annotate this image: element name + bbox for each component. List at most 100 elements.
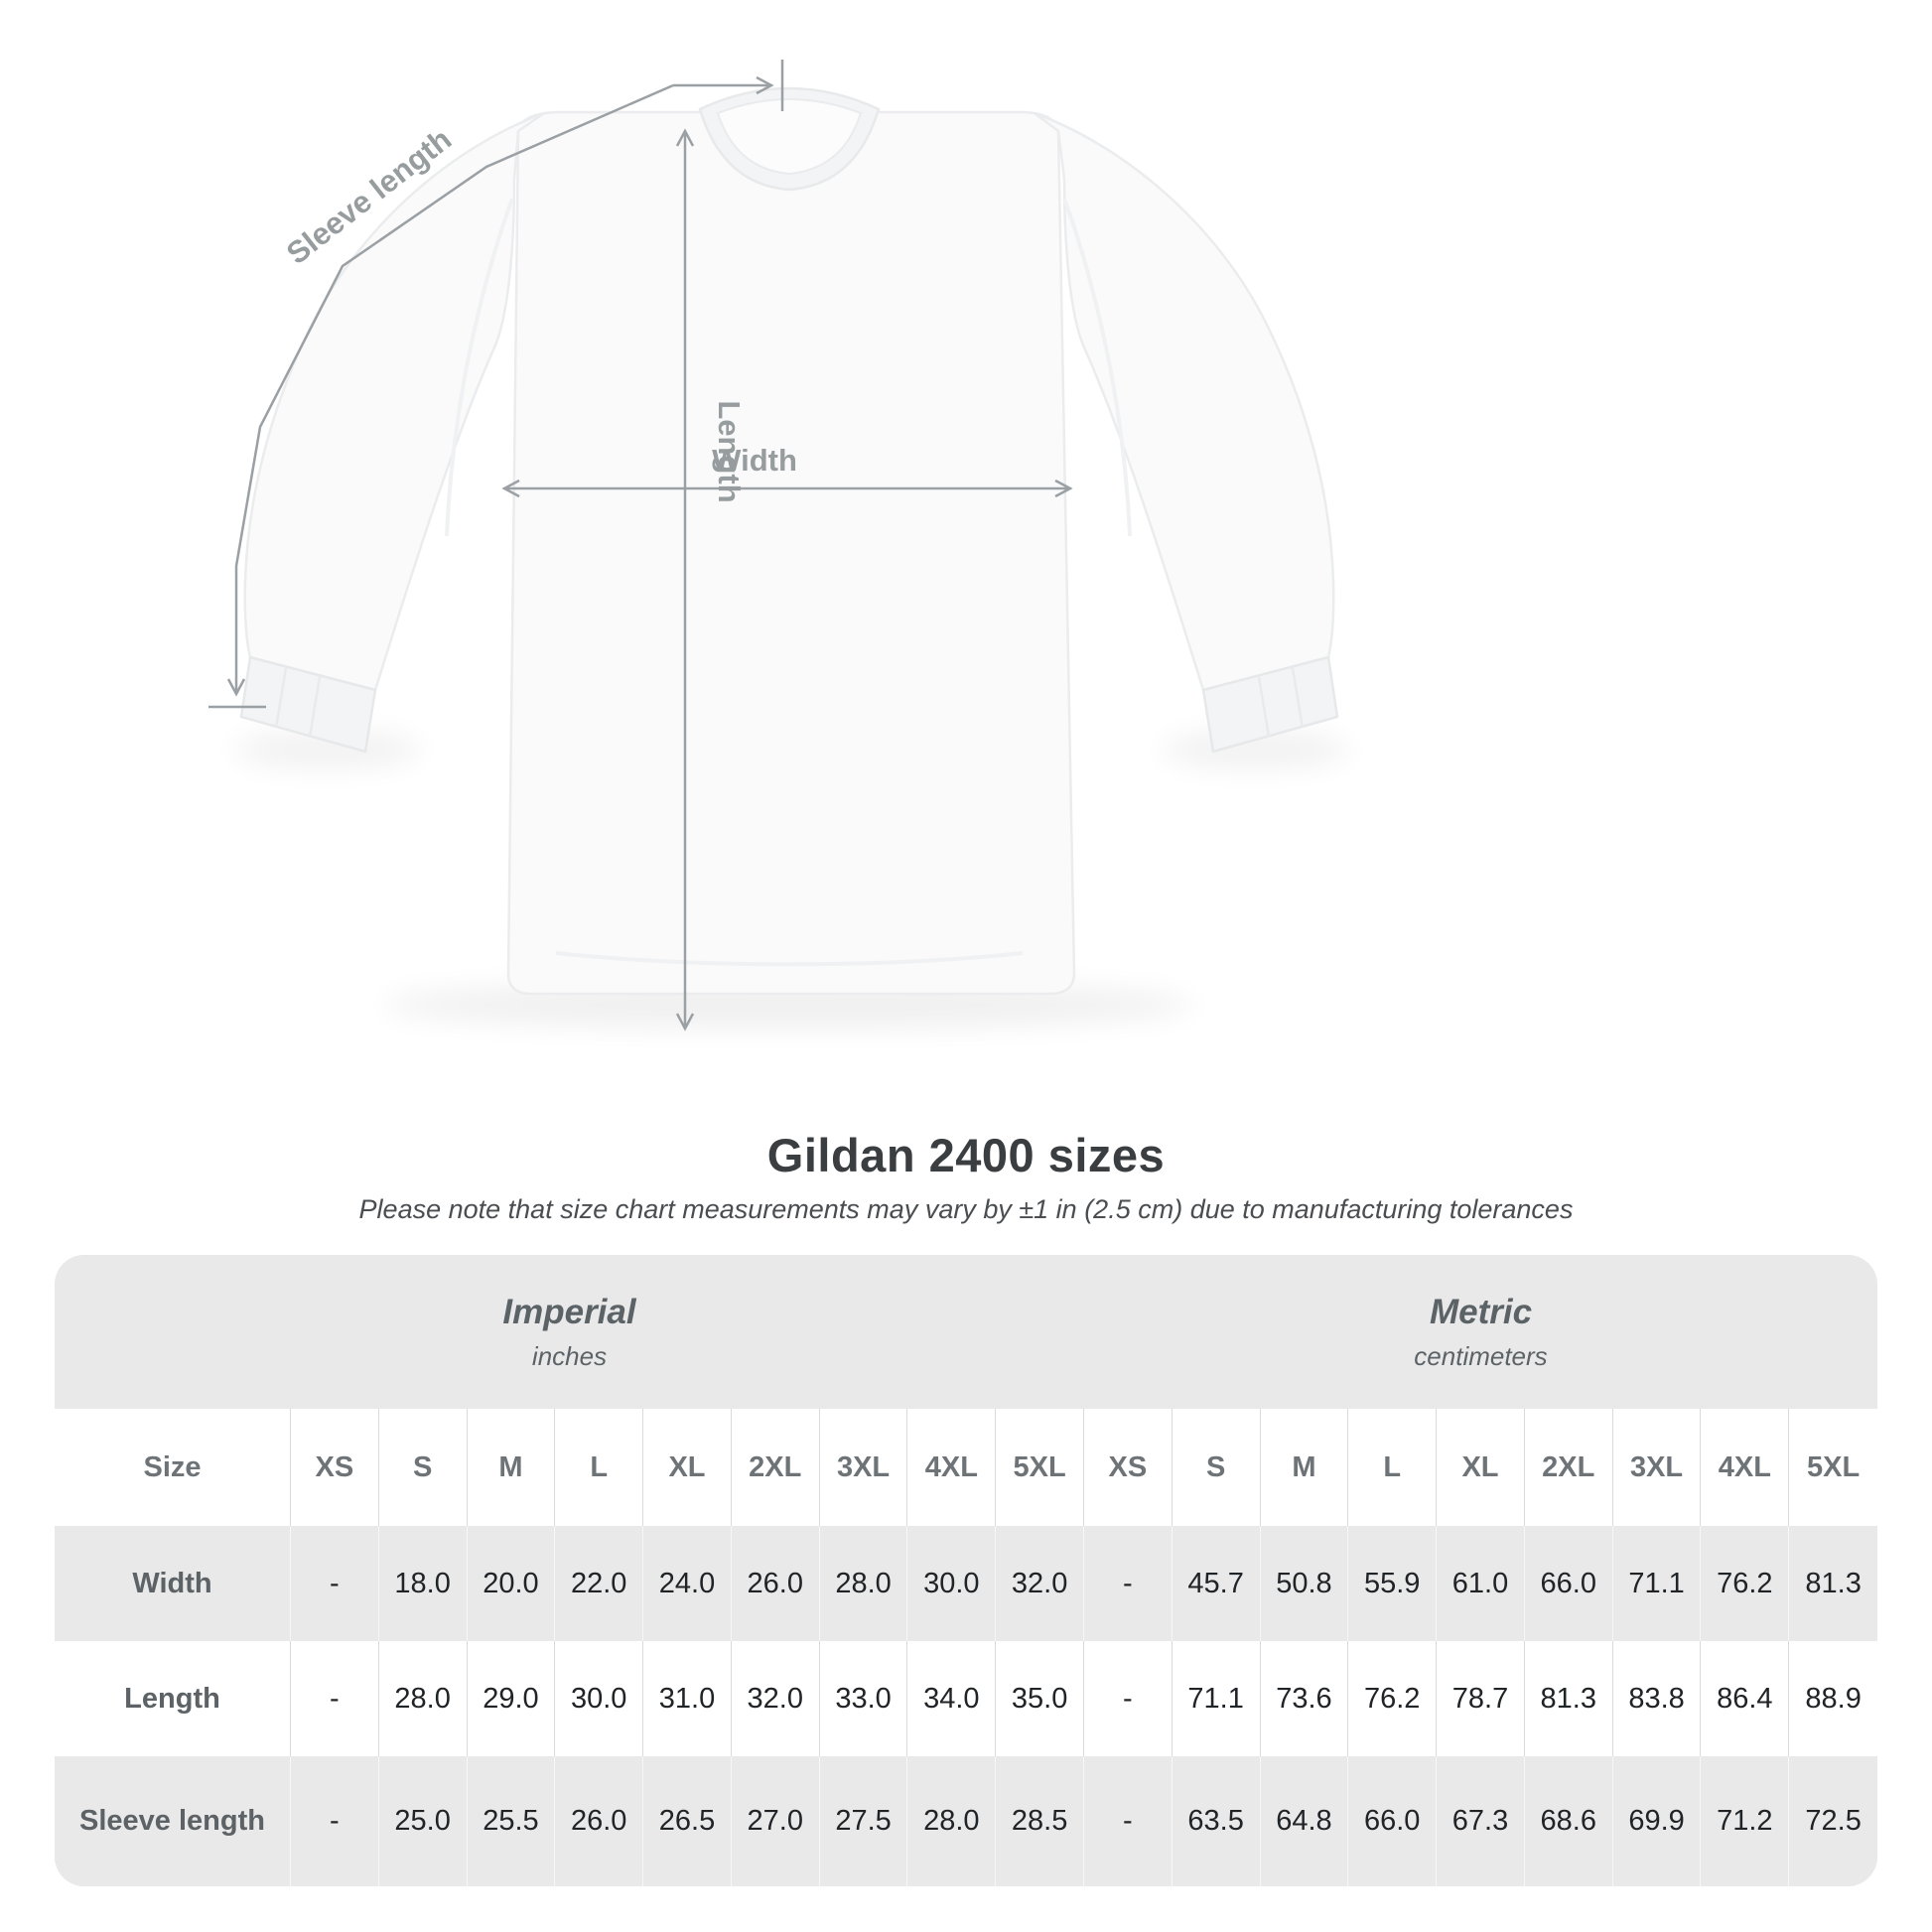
width-label: Width [712,443,797,478]
column-header-imperial-m: M [468,1409,556,1526]
table-cell: 24.0 [643,1526,732,1641]
column-header-metric-s: S [1173,1409,1261,1526]
table-cell: 29.0 [468,1641,556,1756]
table-cell: 71.2 [1701,1756,1790,1886]
table-cell: 28.0 [907,1756,997,1886]
table-cell: 45.7 [1173,1526,1261,1641]
table-cell: - [1084,1526,1173,1641]
sleeve-measure-guide [234,83,674,693]
right-sleeve [1033,111,1335,692]
metric-title: Metric [1429,1292,1533,1331]
table-cell: 25.0 [379,1756,468,1886]
table-cell: 18.0 [379,1526,468,1641]
table-cell: 20.0 [468,1526,556,1641]
table-cell: 32.0 [732,1641,820,1756]
left-cuff-ribs [274,667,322,738]
row-label-length: Length [55,1641,291,1756]
table-cell: 66.0 [1348,1756,1438,1886]
length-measure-arrow-up [675,128,695,147]
table-cell: 34.0 [907,1641,997,1756]
column-header-metric-m: M [1261,1409,1349,1526]
metric-header: Metric centimeters [1084,1255,1877,1409]
column-header-imperial-3xl: 3XL [820,1409,908,1526]
sleeve-measure-arrow-down [226,678,246,697]
table-cell: 26.5 [643,1756,732,1886]
width-measure-arrow-right [1054,479,1073,498]
table-cell: 61.0 [1437,1526,1525,1641]
table-cell: 88.9 [1805,1682,1862,1715]
measurement-lines [208,60,1073,1032]
table-cell: 68.6 [1525,1756,1613,1886]
shirt-measurement-diagram: Sleeve length Length Width [208,60,1350,1032]
column-header-imperial-4xl: 4XL [907,1409,997,1526]
table-cell: 81.3 [1525,1641,1613,1756]
table-cell: - [1084,1756,1173,1886]
table-cell: 83.8 [1613,1641,1702,1756]
table-cell: 69.9 [1613,1756,1702,1886]
table-cell: 32.0 [996,1526,1084,1641]
table-cell: - [291,1641,379,1756]
width-measure-arrow-left [501,479,520,498]
sleeve-measure-arrow-right [756,75,774,95]
column-header-imperial-xs: XS [291,1409,379,1526]
column-header-imperial-s: S [379,1409,468,1526]
table-cell: 73.6 [1261,1641,1349,1756]
right-cuff-shadow [1162,730,1350,769]
table-cell: 27.5 [820,1756,908,1886]
table-cell: - [1084,1641,1173,1756]
right-cuff-ribs [1257,667,1305,738]
length-label: Length [712,400,747,502]
width-row: Width - 18.0 20.0 22.0 24.0 26.0 28.0 30… [55,1526,1877,1641]
table-cell: 78.7 [1437,1641,1525,1756]
column-header-metric-xs: XS [1084,1409,1173,1526]
table-cell: 86.4 [1701,1641,1790,1756]
size-table: Imperial inches Metric centimeters Size … [55,1255,1877,1886]
page-title: Gildan 2400 sizes [766,1129,1166,1181]
table-cell: 71.1 [1613,1526,1702,1641]
table-cell: 64.8 [1261,1756,1349,1886]
length-row: Length - 28.0 29.0 30.0 31.0 32.0 33.0 3… [55,1641,1877,1756]
sleeve-length-row: Sleeve length - 25.0 25.5 26.0 26.5 27.0… [55,1756,1877,1886]
table-cell: 26.0 [555,1756,644,1886]
imperial-unit: inches [531,1340,608,1371]
column-header-imperial-5xl: 5XL [996,1409,1084,1526]
column-header-metric-3xl: 3XL [1613,1409,1702,1526]
left-cuff [239,655,377,754]
shirt-body [506,110,1076,996]
table-cell: 55.9 [1348,1526,1438,1641]
table-cell: 30.0 [907,1526,997,1641]
right-cuff [1201,655,1339,754]
imperial-header: Imperial inches [55,1255,1084,1409]
column-header-metric-l: L [1348,1409,1438,1526]
table-cell: - [291,1526,379,1641]
table-cell: 50.8 [1261,1526,1349,1641]
size-header-row: Size XS S M L XL 2XL 3XL 4XL 5XL XS S M … [55,1409,1877,1526]
imperial-title: Imperial [502,1292,636,1331]
table-cell: 76.2 [1701,1526,1790,1641]
column-header-metric-2xl: 2XL [1525,1409,1613,1526]
table-cell: 28.0 [820,1526,908,1641]
table-cell: 27.0 [732,1756,820,1886]
table-cell: 28.5 [996,1756,1084,1886]
left-sleeve [243,111,546,692]
column-header-imperial-xl: XL [643,1409,732,1526]
row-label-width: Width [55,1526,291,1641]
column-header-imperial-2xl: 2XL [732,1409,820,1526]
tolerance-note: Please note that size chart measurements… [358,1194,1574,1224]
table-cell: 31.0 [643,1641,732,1756]
left-cuff-shadow [233,730,422,769]
table-cell: - [291,1756,379,1886]
length-measure-arrow-down [675,1013,695,1032]
table-cell: 63.5 [1173,1756,1261,1886]
table-cell: 26.0 [732,1526,820,1641]
table-cell: 33.0 [820,1641,908,1756]
table-cell: 67.3 [1437,1756,1525,1886]
fabric-folds [445,198,1132,967]
column-header-metric-5xl: 5XL [1807,1450,1861,1483]
table-cell: 22.0 [555,1526,644,1641]
size-header-label: Size [55,1409,291,1526]
table-cell: 76.2 [1348,1641,1438,1756]
table-cell: 35.0 [996,1641,1084,1756]
table-cell: 28.0 [379,1641,468,1756]
